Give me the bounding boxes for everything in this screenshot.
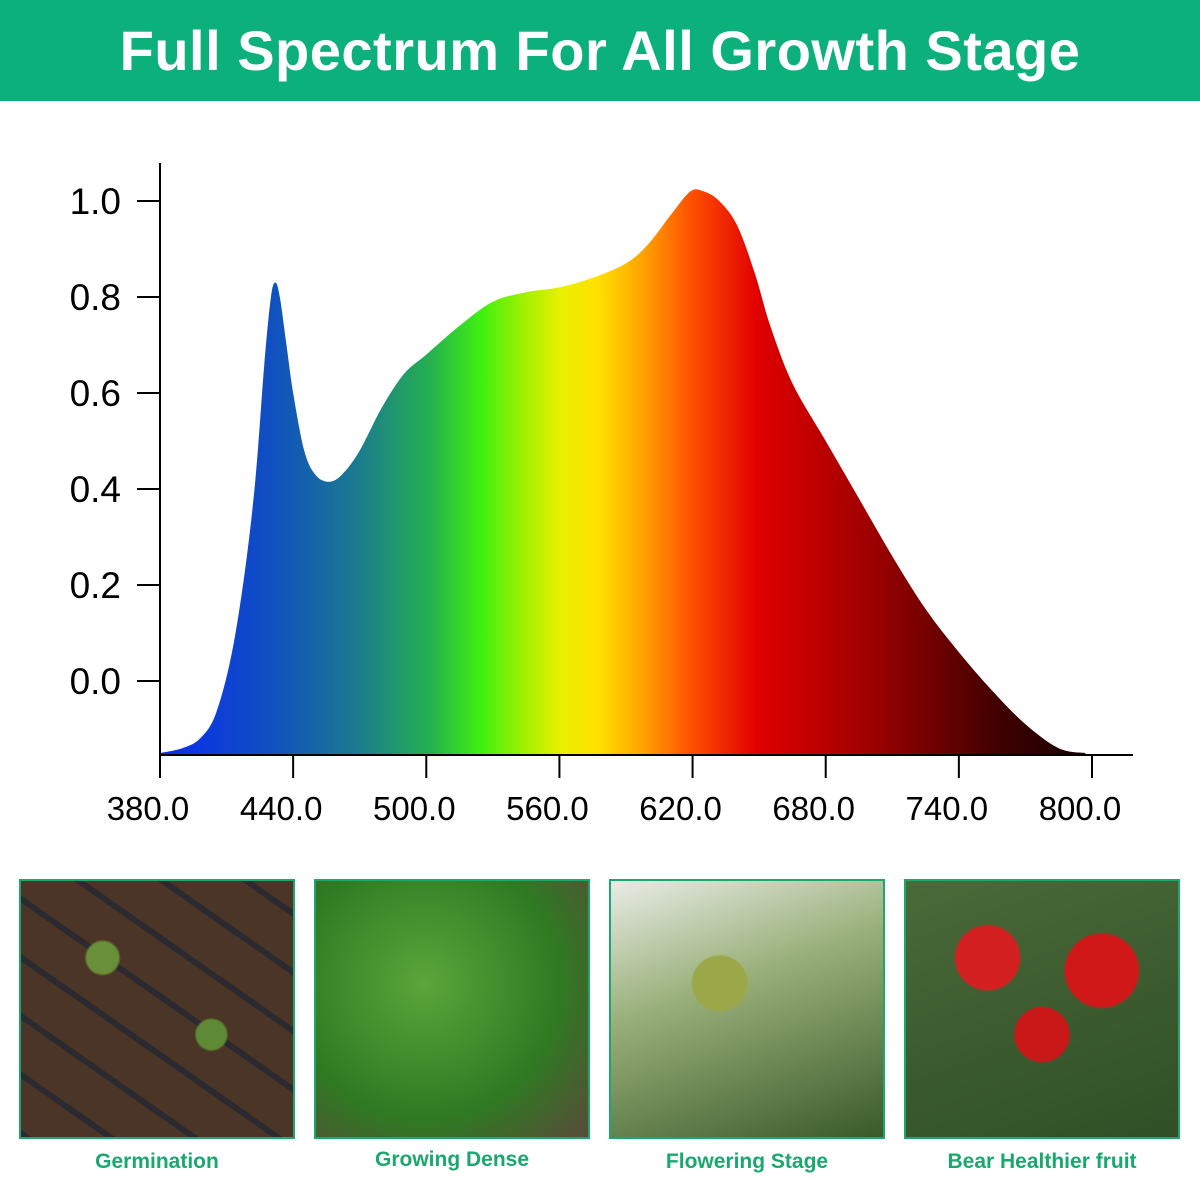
x-tick-label: 620.0	[639, 790, 722, 827]
x-tick-label: 800.0	[1039, 790, 1122, 827]
spectrum-area	[160, 189, 1086, 755]
caption-bear-fruit: Bear Healthier fruit	[947, 1150, 1137, 1173]
y-tick-label: 0.6	[70, 373, 121, 414]
x-tick-label: 440.0	[240, 790, 323, 827]
y-tick-label: 0.8	[70, 277, 121, 318]
y-tick-label: 0.0	[70, 661, 121, 702]
y-tick-label: 1.0	[70, 181, 121, 222]
y-tick-label: 0.4	[70, 469, 121, 510]
caption-growing-dense: Growing Dense	[374, 1148, 530, 1171]
caption-flowering-stage: Flowering Stage	[665, 1150, 829, 1173]
germination-photo	[19, 879, 295, 1139]
flowering-stage-photo	[609, 879, 885, 1139]
caption-germination: Germination	[95, 1150, 219, 1173]
banner-title: Full Spectrum For All Growth Stage	[119, 19, 1081, 82]
y-tick-label: 0.2	[70, 565, 121, 606]
x-tick-label: 680.0	[772, 790, 855, 827]
spectrum-chart: 1.0 0.8 0.6 0.4 0.2 0.0 380.0 440.0 500.0 560.0 6…	[70, 163, 1133, 827]
x-tick-label: 500.0	[373, 790, 456, 827]
x-tick-label: 380.0	[107, 790, 190, 827]
title-banner: Full Spectrum For All Growth Stage	[0, 0, 1200, 101]
x-tick-label: 740.0	[906, 790, 989, 827]
x-tick-label: 560.0	[506, 790, 589, 827]
fruit-photo	[904, 879, 1180, 1139]
growing-dense-photo	[314, 879, 590, 1139]
